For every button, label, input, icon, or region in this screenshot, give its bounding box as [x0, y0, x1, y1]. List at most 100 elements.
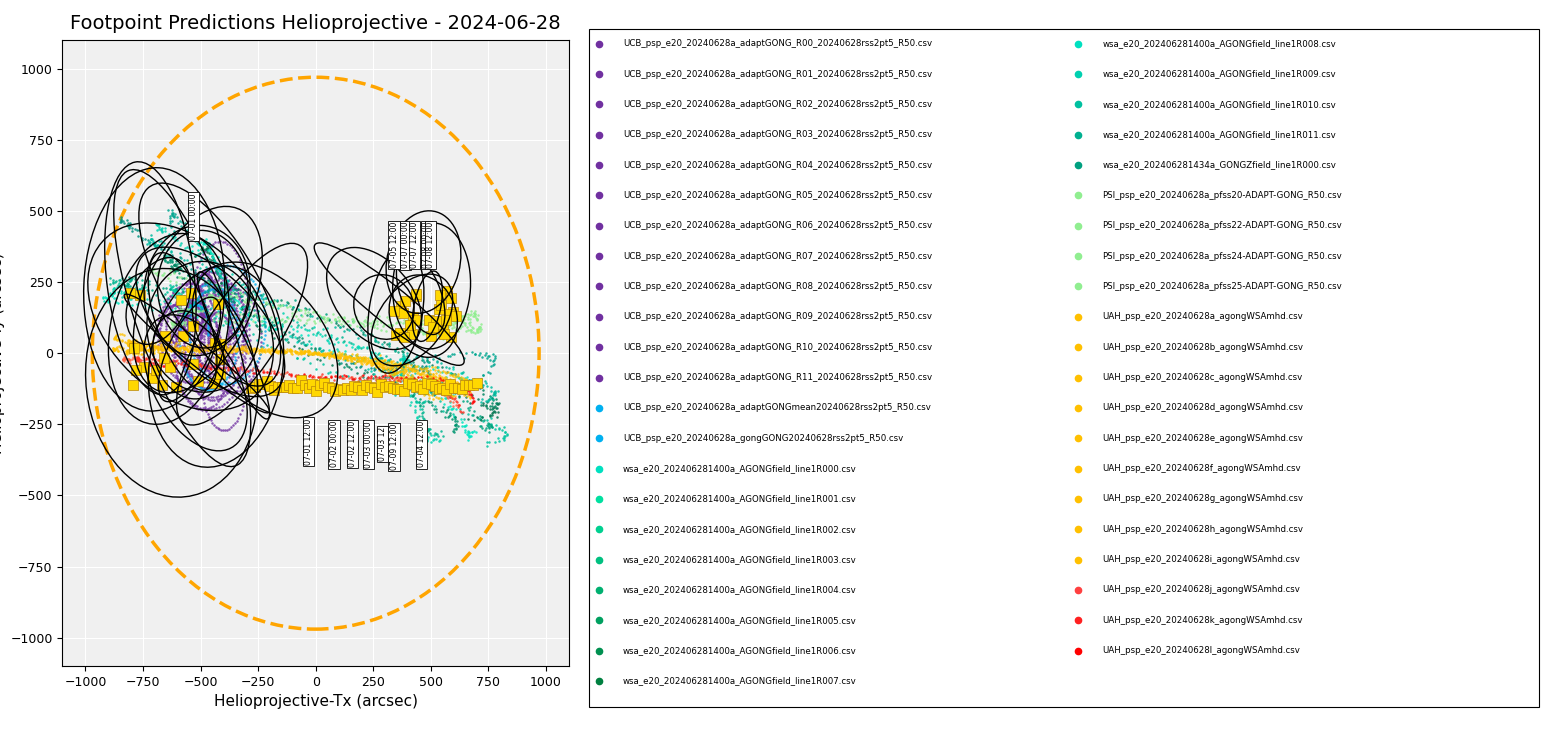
Text: 07-01 12:00: 07-01 12:00	[304, 418, 313, 465]
Point	[143, 364, 168, 376]
Text: UCB_psp_e20_20240628a_adaptGONG_R09_20240628rss2pt5_R50.csv: UCB_psp_e20_20240628a_adaptGONG_R09_2024…	[624, 313, 932, 321]
Text: wsa_e20_202406281400a_AGONGfield_line1R009.csv: wsa_e20_202406281400a_AGONGfield_line1R0…	[1102, 70, 1336, 78]
Text: 07-03 12: 07-03 12	[377, 427, 387, 461]
Point	[207, 368, 232, 380]
Text: PSI_psp_e20_20240628a_pfss22-ADAPT-GONG_R50.csv: PSI_psp_e20_20240628a_pfss22-ADAPT-GONG_…	[1102, 221, 1342, 231]
Point	[265, 381, 290, 393]
Point	[388, 300, 413, 312]
Text: 07-04 12:00: 07-04 12:00	[418, 421, 426, 468]
Point	[398, 318, 422, 330]
Point	[441, 382, 466, 394]
Point	[315, 381, 340, 392]
Text: UAH_psp_e20_20240628f_agongWSAmhd.csv: UAH_psp_e20_20240628f_agongWSAmhd.csv	[1102, 464, 1302, 473]
Point	[433, 384, 458, 396]
Title: Footpoint Predictions Helioprojective - 2024-06-28: Footpoint Predictions Helioprojective - …	[70, 14, 561, 33]
Text: UAH_psp_e20_20240628j_agongWSAmhd.csv: UAH_psp_e20_20240628j_agongWSAmhd.csv	[1102, 586, 1300, 594]
Point	[131, 361, 156, 373]
Point	[257, 380, 282, 392]
Point	[404, 381, 429, 393]
Text: UAH_psp_e20_20240628k_agongWSAmhd.csv: UAH_psp_e20_20240628k_agongWSAmhd.csv	[1102, 616, 1303, 625]
Text: wsa_e20_202406281400a_AGONGfield_line1R011.csv: wsa_e20_202406281400a_AGONGfield_line1R0…	[1102, 130, 1336, 139]
Text: PSI_psp_e20_20240628a_pfss20-ADAPT-GONG_R50.csv: PSI_psp_e20_20240628a_pfss20-ADAPT-GONG_…	[1102, 191, 1342, 200]
Point	[438, 332, 463, 343]
Text: wsa_e20_202406281400a_AGONGfield_line1R006.csv: wsa_e20_202406281400a_AGONGfield_line1R0…	[624, 646, 857, 655]
Point	[460, 379, 485, 391]
Point	[117, 287, 142, 299]
Point	[150, 379, 175, 391]
Point	[446, 381, 471, 393]
Point	[433, 314, 458, 326]
Point	[388, 384, 413, 395]
Point	[338, 384, 363, 396]
Point	[201, 378, 226, 389]
Point	[438, 378, 463, 390]
Text: UCB_psp_e20_20240628a_adaptGONG_R03_20240628rss2pt5_R50.csv: UCB_psp_e20_20240628a_adaptGONG_R03_2024…	[624, 130, 932, 139]
Text: UCB_psp_e20_20240628a_adaptGONG_R06_20240628rss2pt5_R50.csv: UCB_psp_e20_20240628a_adaptGONG_R06_2024…	[624, 221, 932, 231]
Point	[430, 382, 455, 394]
Text: UCB_psp_e20_20240628a_adaptGONG_R02_20240628rss2pt5_R50.csv: UCB_psp_e20_20240628a_adaptGONG_R02_2024…	[624, 100, 932, 109]
Text: wsa_e20_202406281400a_AGONGfield_line1R001.csv: wsa_e20_202406281400a_AGONGfield_line1R0…	[624, 494, 857, 504]
Point	[422, 380, 447, 392]
Text: UAH_psp_e20_20240628b_agongWSAmhd.csv: UAH_psp_e20_20240628b_agongWSAmhd.csv	[1102, 343, 1303, 351]
Point	[354, 379, 379, 391]
Text: UAH_psp_e20_20240628g_agongWSAmhd.csv: UAH_psp_e20_20240628g_agongWSAmhd.csv	[1102, 494, 1303, 504]
Point	[430, 323, 455, 335]
Point	[418, 329, 443, 341]
Point	[421, 321, 446, 332]
Point	[435, 285, 460, 297]
Text: 07-03 00:00: 07-03 00:00	[365, 421, 373, 468]
Text: 07-05 12:00: 07-05 12:00	[390, 222, 399, 268]
Point	[449, 383, 474, 395]
Point	[128, 289, 153, 301]
Point	[320, 382, 345, 394]
Point	[384, 383, 408, 395]
Text: UCB_psp_e20_20240628a_adaptGONG_R01_20240628rss2pt5_R50.csv: UCB_psp_e20_20240628a_adaptGONG_R01_2024…	[624, 70, 932, 78]
Point	[331, 384, 355, 396]
Point	[323, 385, 348, 397]
Text: UCB_psp_e20_20240628a_adaptGONG_R10_20240628rss2pt5_R50.csv: UCB_psp_e20_20240628a_adaptGONG_R10_2024…	[624, 343, 932, 351]
Text: wsa_e20_202406281400a_AGONGfield_line1R003.csv: wsa_e20_202406281400a_AGONGfield_line1R0…	[624, 555, 857, 564]
Point	[384, 329, 408, 340]
Point	[404, 288, 429, 300]
Text: wsa_e20_202406281434a_GONGZfield_line1R000.csv: wsa_e20_202406281434a_GONGZfield_line1R0…	[1102, 160, 1336, 170]
Point	[418, 378, 443, 390]
Text: UCB_psp_e20_20240628a_adaptGONG_R08_20240628rss2pt5_R50.csv: UCB_psp_e20_20240628a_adaptGONG_R08_2024…	[624, 282, 932, 291]
Point	[285, 382, 310, 394]
Text: UCB_psp_e20_20240628a_adaptGONG_R05_20240628rss2pt5_R50.csv: UCB_psp_e20_20240628a_adaptGONG_R05_2024…	[624, 191, 932, 200]
Point	[427, 303, 452, 315]
Point	[207, 353, 232, 365]
Point	[424, 316, 449, 328]
Point	[312, 378, 337, 389]
Point	[171, 331, 196, 343]
Text: UAH_psp_e20_20240628e_agongWSAmhd.csv: UAH_psp_e20_20240628e_agongWSAmhd.csv	[1102, 433, 1303, 443]
Point	[292, 379, 316, 391]
Text: UAH_psp_e20_20240628i_agongWSAmhd.csv: UAH_psp_e20_20240628i_agongWSAmhd.csv	[1102, 555, 1300, 564]
Text: 07-08 12:00: 07-08 12:00	[426, 222, 435, 268]
Point	[273, 381, 298, 393]
Point	[373, 381, 398, 392]
Text: 07-07 00:00: 07-07 00:00	[401, 222, 410, 269]
Point	[404, 314, 429, 326]
Point	[391, 385, 416, 397]
Point	[122, 342, 147, 354]
Point	[341, 380, 366, 392]
Point	[426, 383, 451, 395]
Point	[157, 361, 182, 373]
Text: 07-09 12:00: 07-09 12:00	[390, 424, 399, 470]
Point	[391, 332, 416, 343]
Point	[164, 381, 189, 393]
Point	[382, 305, 407, 317]
Point	[454, 378, 479, 390]
Point	[440, 306, 465, 318]
Text: UCB_psp_e20_20240628a_adaptGONGmean20240628rss2pt5_R50.csv: UCB_psp_e20_20240628a_adaptGONGmean20240…	[624, 403, 931, 412]
Point	[186, 376, 210, 387]
Text: PSI_psp_e20_20240628a_pfss24-ADAPT-GONG_R50.csv: PSI_psp_e20_20240628a_pfss24-ADAPT-GONG_…	[1102, 252, 1342, 261]
Point	[393, 295, 418, 307]
Text: 07-02 12:00: 07-02 12:00	[348, 421, 357, 467]
Point	[281, 382, 306, 394]
Point	[278, 379, 302, 391]
Point	[365, 386, 390, 398]
Point	[181, 320, 206, 332]
Point	[415, 378, 440, 389]
Text: PSI_psp_e20_20240628a_pfss25-ADAPT-GONG_R50.csv: PSI_psp_e20_20240628a_pfss25-ADAPT-GONG_…	[1102, 282, 1342, 291]
